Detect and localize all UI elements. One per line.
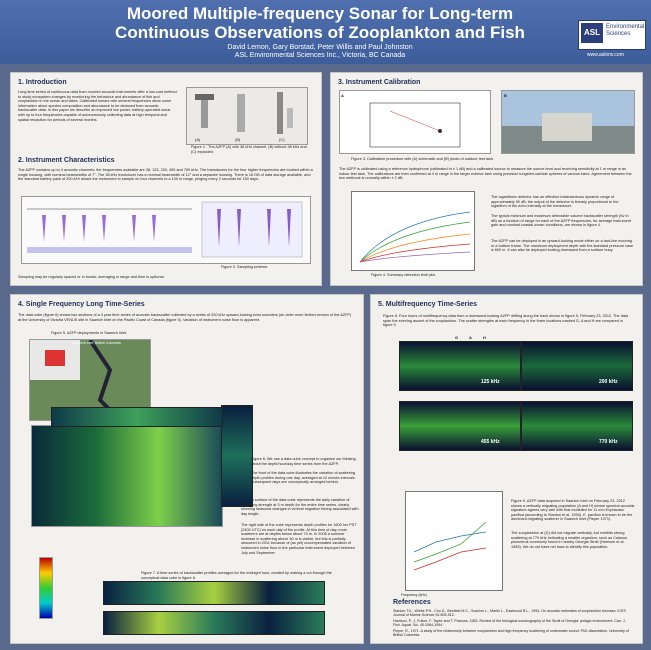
data-cube-side [221,405,253,507]
logo-mark: ASL [581,23,603,43]
detection-limit-chart [359,211,471,263]
section-4-text: The data cube (figure 6) shows two secti… [18,313,352,322]
freq-label-455: 455 kHz [481,439,500,445]
section-1-text: Long time series of continuous data from… [18,90,177,122]
marker-h: H [483,335,486,340]
fig3-label-a: A [341,93,344,98]
section-3-text-4: The AZFP can be deployed in an upward-lo… [491,239,634,253]
sampling-scheme-diagram [27,201,303,258]
title-line-2: Continuous Observations of Zooplankton a… [115,23,525,42]
author-names: David Lemon, Gary Borstad, Peter Willis … [227,44,413,51]
figure-5-caption: Figure 5. AZFP deployments in Saanich In… [51,331,128,335]
figure-7-caption: Figure 7. A time series of backscatter p… [141,571,332,580]
freq-label-770: 770 kHz [599,439,618,445]
fig1-label-a: (A) [195,137,201,142]
azfp-instruments-drawing [195,92,293,134]
marker-g: G [455,335,459,340]
section-3-text-3: The typical minimum and maximum detectab… [491,214,632,228]
figure-1-caption: Figure 1 . The AZFP (A) with 38 kHz chan… [191,145,307,154]
figure-2-caption: Figure 2. Sampling scheme. [221,265,269,269]
echogram-200 [521,341,633,391]
section-3-text: The AZFP is calibrated using a reference… [339,167,632,181]
section-4-text-top: The top surface of the data cube represe… [241,498,359,516]
fig3-label-b: B [504,93,507,98]
reference-3: Pieper, R., 1971. A study of the relatio… [393,629,629,638]
figure-2-image [21,196,311,264]
reference-2: Harrison, P., J. Fulton, F. Taylor and T… [393,619,626,628]
figure-6-caption: Figure 6. We use a data cube concept to … [251,457,356,466]
authors: David Lemon, Gary Borstad, Peter Willis … [40,44,600,60]
section-3-title: 3. Instrument Calibration [338,79,421,86]
title-line-1: Moored Multiple-frequency Sonar for Long… [126,4,514,23]
logo-name: Environmental Sciences [606,24,644,38]
section-3-text-2: The logarithmic detector has an effectiv… [491,195,619,209]
panel-section-5: 5. Multifrequency Time-Series Figure 8. … [370,294,643,644]
poster-title: Moored Multiple-frequency Sonar for Long… [40,4,600,42]
freq-label-125: 125 kHz [481,379,500,385]
fig9-xlabel: Frequency (kHz) [401,593,427,597]
colorbar [39,557,53,619]
panel-sections-1-2: 1. Introduction Long time series of cont… [10,72,322,286]
echogram-455 [399,401,521,451]
figure-6-data-cube [31,425,223,527]
echogram-770 [521,401,633,451]
saanich-inlet-map [30,338,122,422]
figure-9-caption: Figure 9. AZFP data acquired in Saanich … [511,499,635,522]
logo-name-2: Sciences [606,31,631,37]
freq-label-200: 200 kHz [599,379,618,385]
map-label: Saanich Inlet, British Columbia [73,341,121,345]
affiliation: ASL Environmental Sciences Inc., Victori… [234,52,406,59]
figure-3-caption: Figure 3. Calibration procedure with (A)… [351,157,495,161]
spectral-signature-chart [413,521,487,571]
section-4-text-front: The front of the data cube illustrates t… [251,471,356,485]
figure-9-plot [405,491,503,591]
figure-1-image [186,87,308,145]
calibration-schematic [369,102,461,148]
figure-4-caption: Figure 4. Summary detection limit plot. [371,273,436,277]
asl-logo: ASL Environmental Sciences [578,20,646,50]
panel-section-4: 4. Single Frequency Long Time-Series The… [10,294,364,644]
references-title: References [393,599,431,606]
website-url: www.aslenv.com [587,52,624,58]
fig1-label-c: (C) [279,137,285,142]
section-2-text: The AZFP contains up to 4 acoustic chann… [18,168,313,182]
section-2-title: 2. Instrument Characteristics [18,157,115,164]
logo-name-1: Environmental [606,24,645,30]
figure-8-caption: Figure 8. Four hours of multifrequency d… [383,314,629,328]
section-5-title: 5. Multifrequency Time-Series [378,301,478,308]
figure-7-timeseries [103,581,325,605]
panel-section-3: 3. Instrument Calibration A B Figure 3. … [330,72,643,286]
section-1-title: 1. Introduction [18,79,67,86]
section-4-title: 4. Single Frequency Long Time-Series [18,301,145,308]
figure-4-plot [351,191,475,271]
figure-3a-schematic [339,90,491,154]
figure-9-text-2: The zooplankton at (G) did not migrate v… [511,531,628,549]
section-4-text-side: The right side of the cube represents de… [241,523,357,555]
marker-a: A [469,335,472,340]
figure-3b-photo [501,90,635,154]
data-cube-top [51,407,223,427]
poster-header: Moored Multiple-frequency Sonar for Long… [0,0,651,64]
fig1-label-b: (B) [235,137,241,142]
figure-7-timeseries-2 [103,611,325,635]
section-2-footer: Sampling may be regularly spaced or in b… [18,275,165,279]
echogram-125 [399,341,521,391]
test-tank-photo [502,113,634,153]
reference-1: Stanton T.K., Wiebe P.H., Chu D., Benfie… [393,609,626,618]
